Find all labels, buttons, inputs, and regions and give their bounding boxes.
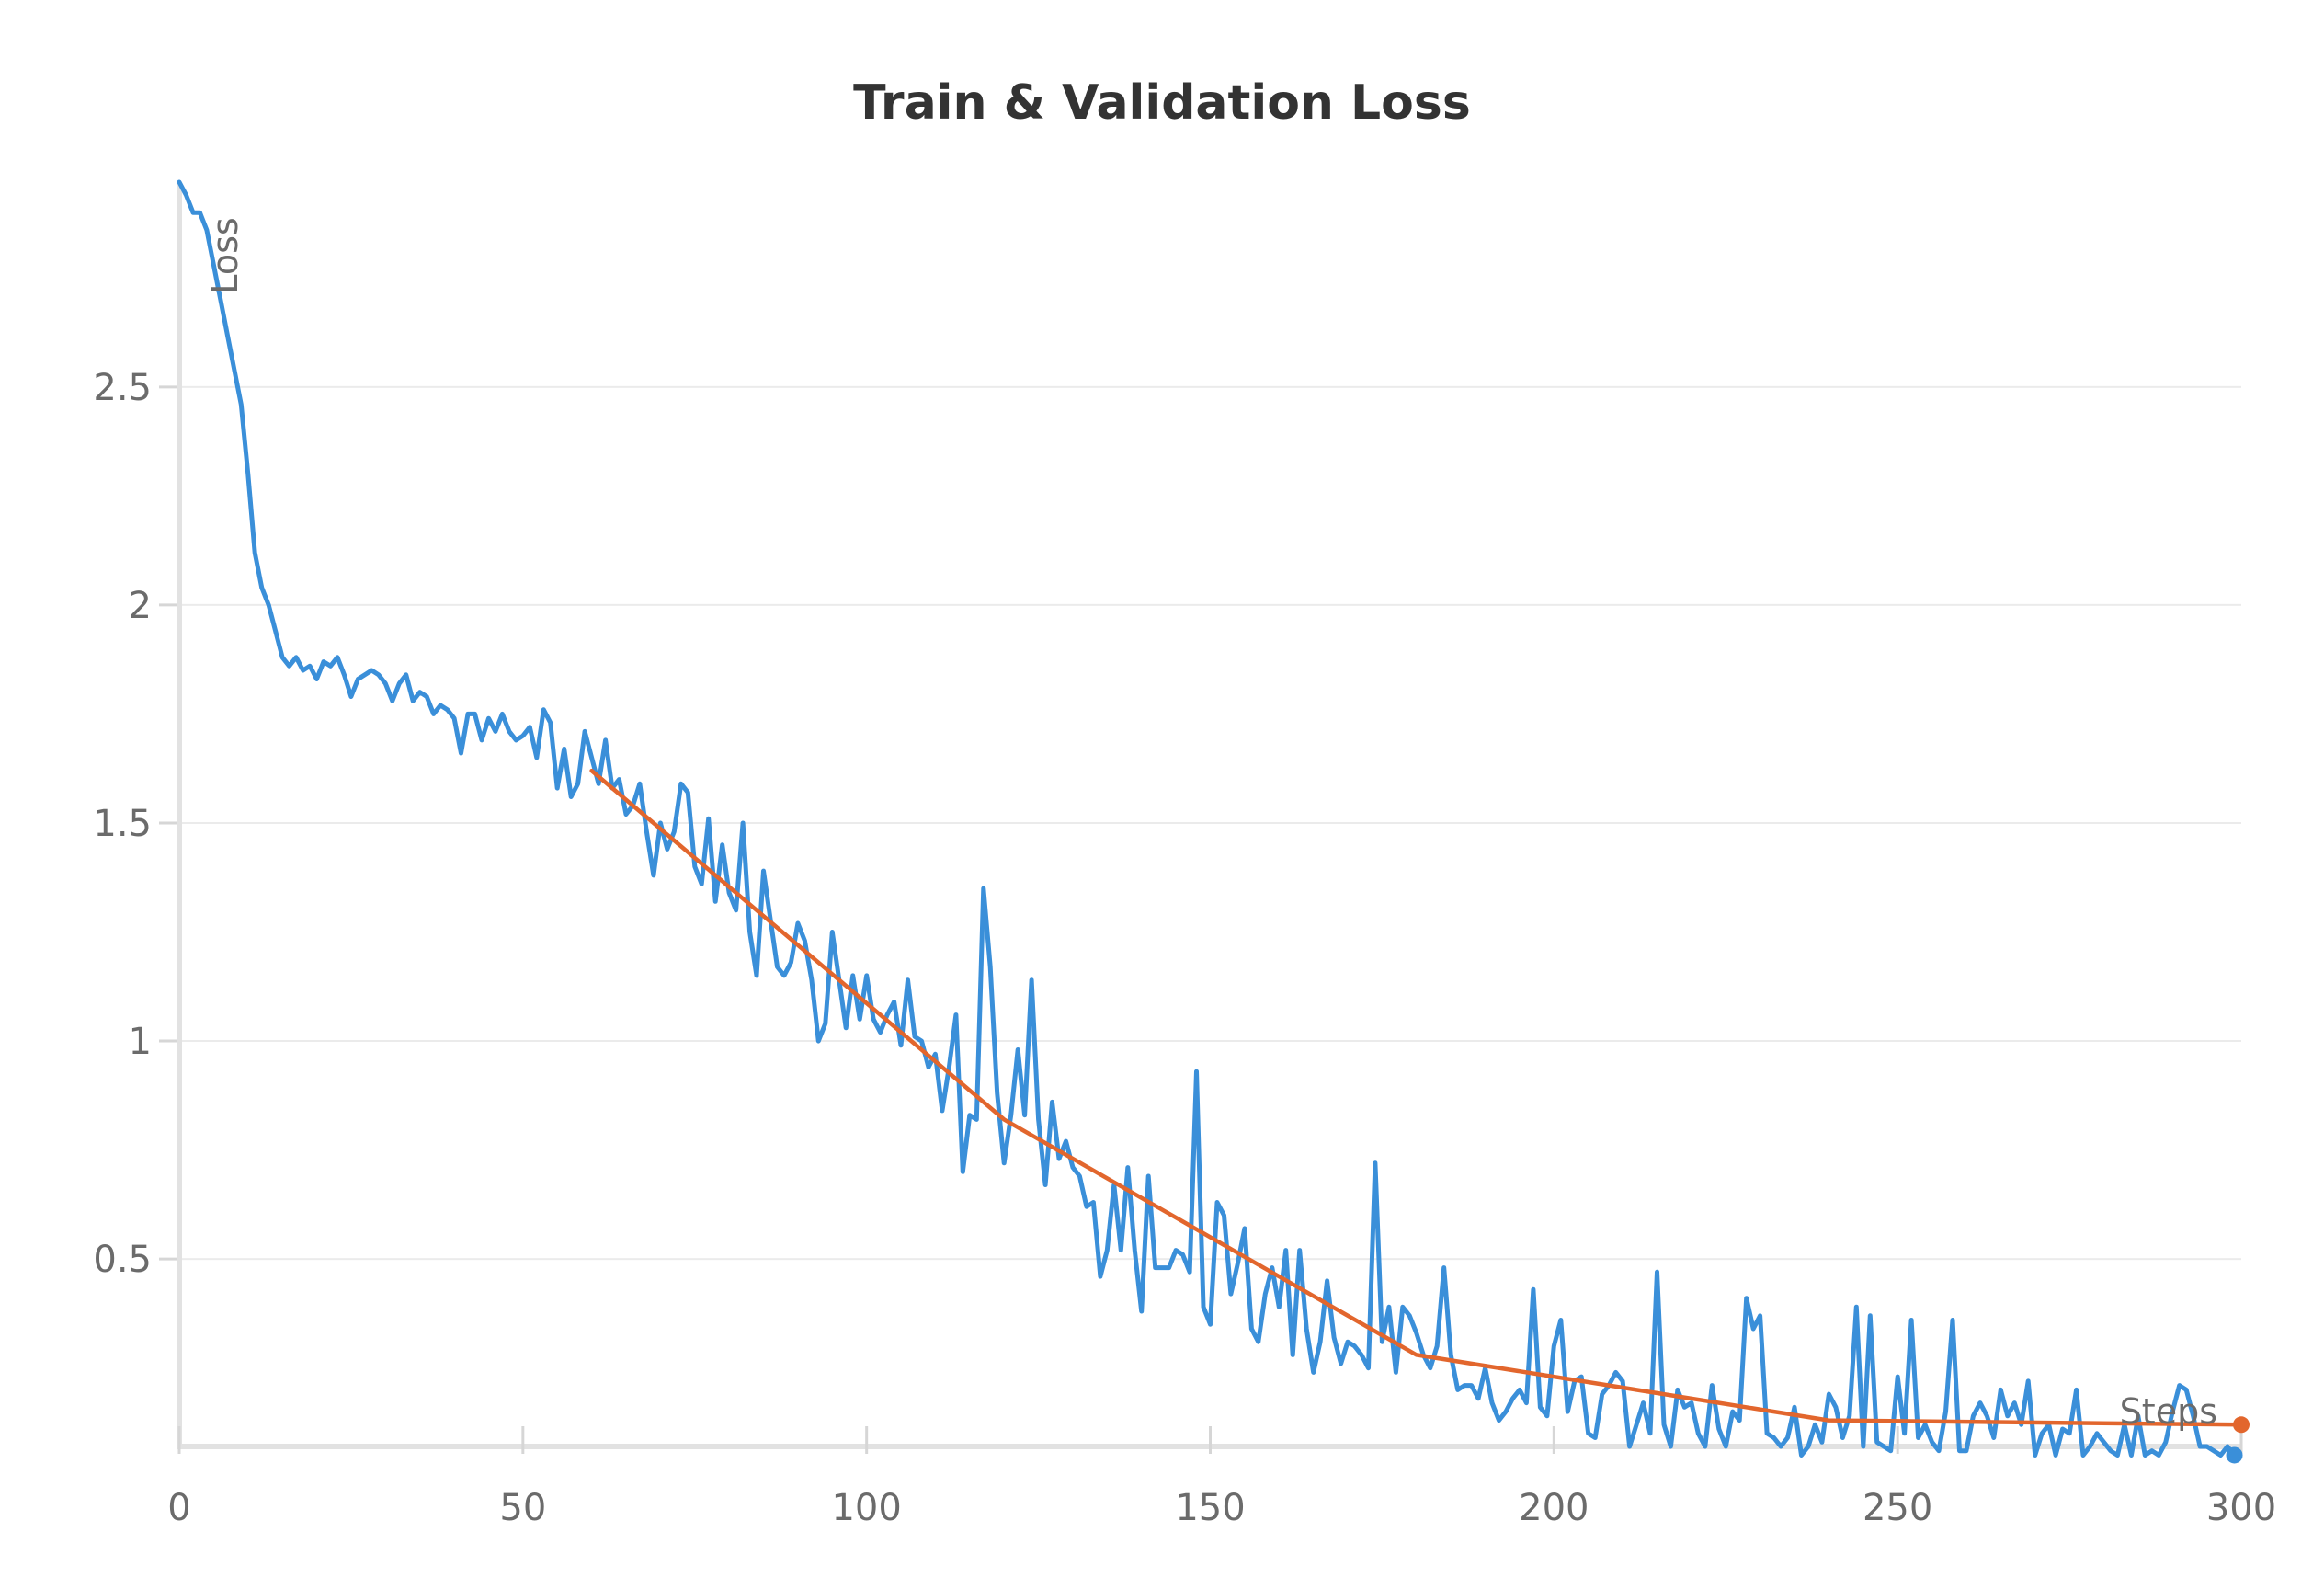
y-tick-label: 1 [129, 1021, 152, 1063]
train-loss-line [177, 179, 2237, 1458]
y-axis-label: Loss [205, 217, 245, 293]
y-tick-label: 0.5 [93, 1239, 152, 1281]
y-tick-label: 2.5 [93, 367, 152, 409]
train-loss-endpoint [2226, 1446, 2243, 1464]
validation-loss-endpoint [2233, 1416, 2250, 1434]
x-tick-label: 250 [1863, 1487, 1932, 1529]
validation-loss-line [589, 768, 2244, 1427]
x-tick-label: 100 [831, 1487, 901, 1529]
x-tick-label: 150 [1175, 1487, 1245, 1529]
x-tick-label: 0 [167, 1487, 190, 1529]
axes: 0.5 1 1.5 2 2.5 0 50 100 150 200 250 300 [93, 182, 2276, 1529]
series-lines [177, 179, 2250, 1464]
x-tick-label: 50 [499, 1487, 546, 1529]
y-tick-label: 2 [129, 585, 152, 627]
gridlines [179, 385, 2241, 1261]
chart-title: Train & Validation Loss [853, 75, 1471, 131]
y-tick-label: 1.5 [93, 803, 152, 845]
x-axis-label: Steps [2120, 1391, 2217, 1432]
x-tick-label: 300 [2206, 1487, 2276, 1529]
x-tick-label: 200 [1519, 1487, 1589, 1529]
